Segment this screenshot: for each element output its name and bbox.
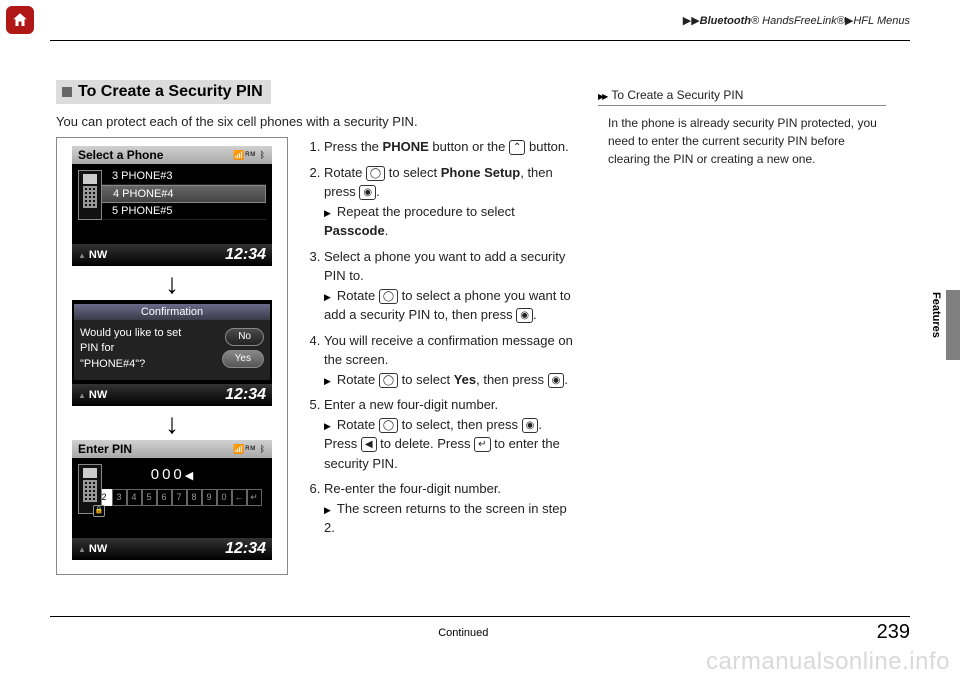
- continued-label: Continued: [50, 627, 877, 639]
- clock: 12:34: [225, 246, 266, 264]
- step-2: Rotate ◯ to select Phone Setup, then pre…: [324, 163, 576, 241]
- sidebar-title: To Create a Security PIN: [598, 88, 886, 106]
- phone-icon: [78, 170, 102, 220]
- breadcrumb: ▶▶Bluetooth® HandsFreeLink®▶HFL Menus: [683, 14, 910, 27]
- press-icon: ◉: [516, 308, 533, 323]
- phone-row-3: 3 PHONE#3: [78, 168, 266, 185]
- sidebar-note: To Create a Security PIN In the phone is…: [598, 88, 886, 168]
- screen-confirmation: Confirmation Would you like to set PIN f…: [72, 300, 272, 406]
- arrow-down-icon: ↓: [165, 274, 179, 294]
- section-title: To Create a Security PIN: [78, 83, 263, 101]
- phone-lock-icon: 🔒: [78, 464, 102, 514]
- breadcrumb-1: Bluetooth: [700, 15, 751, 27]
- pickup-icon: ⌃: [509, 140, 525, 155]
- step-1: Press the PHONE button or the ⌃ button.: [324, 137, 576, 157]
- phone-row-4-selected: 4 PHONE#4: [78, 185, 266, 203]
- clock: 12:34: [225, 386, 266, 404]
- screen-select-phone: Select a Phone 📶ᴿᴹ ᛒ 3 PHONE#3 4 PHONE#4…: [72, 146, 272, 266]
- breadcrumb-3: HFL Menus: [853, 15, 910, 27]
- header-divider: [50, 40, 910, 41]
- arrow-down-icon: ↓: [165, 414, 179, 434]
- steps-column: Press the PHONE button or the ⌃ button. …: [306, 137, 576, 575]
- clock: 12:34: [225, 540, 266, 558]
- step-4: You will receive a confirmation message …: [324, 331, 576, 390]
- step-5: Enter a new four-digit number. Rotate ◯ …: [324, 395, 576, 473]
- enter-icon: ↵: [474, 437, 490, 452]
- square-bullet-icon: [62, 87, 72, 97]
- signal-icons: 📶ᴿᴹ ᛒ: [233, 444, 266, 455]
- home-button[interactable]: [6, 6, 34, 34]
- left-arrow-icon: ◀: [361, 437, 377, 452]
- compass: NW: [78, 249, 107, 261]
- page-number: 239: [877, 621, 910, 644]
- rotate-icon: ◯: [366, 166, 385, 181]
- press-icon: ◉: [548, 373, 565, 388]
- phone-row-5: 5 PHONE#5: [78, 203, 266, 220]
- signal-icons: 📶ᴿᴹ ᛒ: [233, 150, 266, 161]
- sidebar-body: In the phone is already security PIN pro…: [608, 114, 886, 168]
- step-6-sub: The screen returns to the screen in step…: [324, 499, 576, 538]
- compass: NW: [78, 543, 107, 555]
- breadcrumb-2: HandsFreeLink: [759, 15, 837, 27]
- step-5-sub: Rotate ◯ to select, then press ◉. Press …: [324, 415, 576, 474]
- pin-digits: 000: [151, 466, 185, 483]
- intro-text: You can protect each of the six cell pho…: [56, 114, 576, 129]
- rotate-icon: ◯: [379, 373, 398, 388]
- pin-display: 000◀: [78, 466, 266, 483]
- step-6: Re-enter the four-digit number. The scre…: [324, 479, 576, 538]
- lock-icon: 🔒: [93, 505, 105, 517]
- keypad: 1234567890←↵: [78, 489, 266, 506]
- press-icon: ◉: [522, 418, 539, 433]
- compass: NW: [78, 389, 107, 401]
- step-3-sub: Rotate ◯ to select a phone you want to a…: [324, 286, 576, 325]
- yes-button: Yes: [222, 350, 264, 368]
- section-heading: To Create a Security PIN: [56, 80, 576, 104]
- press-icon: ◉: [359, 185, 376, 200]
- watermark: carmanualsonline.info: [706, 648, 950, 676]
- section-tab: [946, 290, 960, 360]
- screenshot-column: Select a Phone 📶ᴿᴹ ᛒ 3 PHONE#3 4 PHONE#4…: [56, 137, 288, 575]
- rotate-icon: ◯: [379, 418, 398, 433]
- step-4-sub: Rotate ◯ to select Yes, then press ◉.: [324, 370, 576, 390]
- section-tab-label: Features: [930, 292, 942, 338]
- screen-enter-pin: Enter PIN 📶ᴿᴹ ᛒ 🔒 000◀ 1234567890←↵ NW 1…: [72, 440, 272, 560]
- page-footer: Continued 239: [50, 616, 910, 644]
- step-2-sub: Repeat the procedure to select Passcode.: [324, 202, 576, 241]
- no-button: No: [225, 328, 264, 346]
- home-icon: [11, 11, 29, 29]
- screen1-title: Select a Phone: [78, 148, 163, 162]
- step-3: Select a phone you want to add a securit…: [324, 247, 576, 325]
- confirmation-title: Confirmation: [74, 304, 270, 320]
- rotate-icon: ◯: [379, 289, 398, 304]
- screen3-title: Enter PIN: [78, 442, 132, 456]
